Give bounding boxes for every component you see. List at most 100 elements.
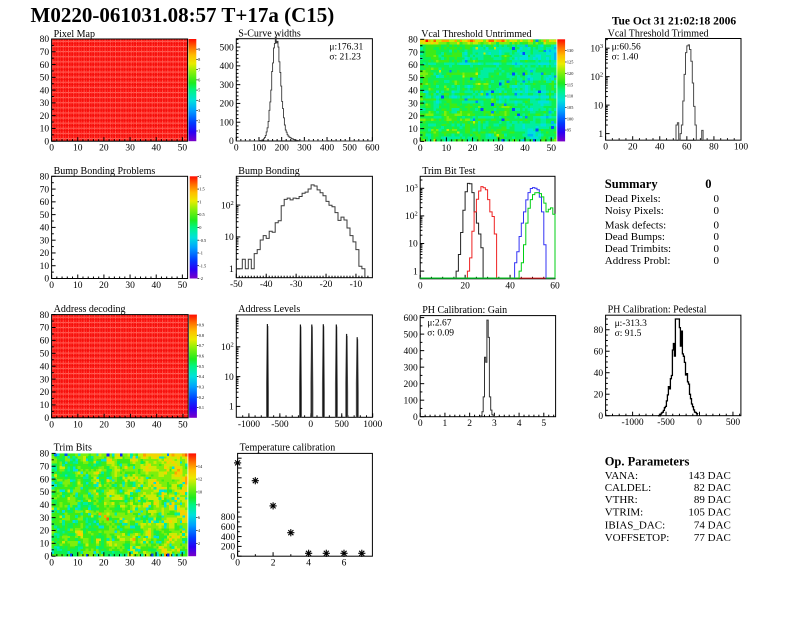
svg-text:0: 0	[49, 559, 54, 569]
svg-text:M0220-061031.08:57 T+17a (C15): M0220-061031.08:57 T+17a (C15)	[31, 3, 335, 27]
svg-text:30: 30	[125, 144, 135, 154]
svg-text:0: 0	[418, 419, 423, 429]
svg-text:40: 40	[40, 86, 50, 96]
svg-text:0: 0	[705, 177, 711, 191]
svg-text:30: 30	[125, 281, 135, 291]
svg-text:-20: -20	[320, 280, 333, 290]
svg-text:12: 12	[198, 477, 202, 482]
svg-text:1: 1	[229, 265, 234, 275]
svg-text:0.6: 0.6	[199, 354, 205, 359]
svg-text:10: 10	[224, 233, 234, 243]
svg-text:0: 0	[413, 138, 418, 148]
svg-text:40: 40	[151, 559, 161, 569]
svg-text:0: 0	[714, 231, 720, 243]
svg-text:70: 70	[408, 48, 418, 58]
svg-text:80: 80	[40, 173, 50, 183]
svg-text:Address decoding: Address decoding	[54, 304, 126, 315]
svg-text:0: 0	[49, 144, 54, 154]
svg-text:0: 0	[418, 281, 423, 291]
svg-text:50: 50	[40, 74, 50, 84]
svg-text:80: 80	[40, 35, 50, 45]
svg-text:143 DAC: 143 DAC	[688, 470, 730, 482]
svg-text:50: 50	[178, 281, 188, 291]
svg-text:20: 20	[460, 281, 470, 291]
svg-text:μ:176.31: μ:176.31	[329, 43, 363, 53]
svg-text:120: 120	[567, 71, 573, 76]
svg-text:Trim Bits: Trim Bits	[54, 443, 92, 454]
svg-text:5: 5	[198, 88, 200, 93]
svg-text:0: 0	[199, 225, 201, 230]
svg-text:115: 115	[567, 82, 573, 87]
svg-text:0: 0	[598, 412, 603, 422]
svg-text:70: 70	[40, 185, 50, 195]
svg-text:30: 30	[408, 99, 418, 109]
svg-text:0.1: 0.1	[199, 405, 204, 410]
svg-text:Vcal Threshold Trimmed: Vcal Threshold Trimmed	[608, 28, 709, 39]
svg-text:Op. Parameters: Op. Parameters	[605, 454, 690, 468]
svg-text:0.3: 0.3	[199, 384, 204, 389]
svg-text:20: 20	[408, 112, 418, 122]
svg-text:20: 20	[594, 390, 604, 400]
svg-text:30: 30	[126, 420, 136, 430]
svg-text:110: 110	[567, 94, 573, 99]
svg-text:40: 40	[151, 144, 161, 154]
svg-text:1: 1	[598, 130, 603, 140]
svg-text:Bump Bonding Problems: Bump Bonding Problems	[54, 166, 156, 177]
svg-text:2: 2	[467, 419, 472, 429]
svg-text:40: 40	[594, 369, 604, 379]
svg-text:80: 80	[40, 450, 50, 460]
svg-text:50: 50	[40, 211, 50, 221]
svg-text:6: 6	[198, 515, 201, 520]
svg-text:200: 200	[221, 543, 236, 553]
svg-text:0: 0	[44, 275, 49, 285]
svg-text:10: 10	[40, 262, 50, 272]
svg-text:10: 10	[73, 281, 83, 291]
svg-text:100: 100	[403, 396, 418, 406]
svg-text:500: 500	[343, 144, 358, 154]
svg-text:σ: 21.23: σ: 21.23	[329, 53, 361, 63]
svg-text:0: 0	[697, 418, 702, 428]
svg-text:Address Levels: Address Levels	[238, 304, 300, 315]
svg-text:300: 300	[220, 81, 235, 91]
svg-text:10: 10	[40, 540, 50, 550]
svg-text:100: 100	[252, 144, 267, 154]
svg-text:100: 100	[734, 143, 749, 153]
svg-text:103: 103	[590, 43, 603, 55]
svg-text:4: 4	[198, 528, 201, 533]
svg-text:0.4: 0.4	[199, 374, 205, 379]
svg-text:0: 0	[229, 137, 234, 147]
svg-text:20: 20	[628, 143, 638, 153]
svg-text:-0.5: -0.5	[199, 238, 206, 243]
svg-text:800: 800	[221, 513, 236, 523]
svg-text:0.5: 0.5	[199, 212, 204, 217]
svg-text:125: 125	[567, 60, 573, 65]
svg-text:1: 1	[413, 267, 418, 277]
svg-text:PH Calibration: Pedestal: PH Calibration: Pedestal	[608, 304, 707, 315]
svg-text:20: 20	[40, 527, 50, 537]
svg-text:6: 6	[342, 559, 347, 569]
svg-text:10: 10	[73, 144, 83, 154]
svg-text:40: 40	[408, 87, 418, 97]
svg-text:200: 200	[220, 100, 235, 110]
svg-text:σ: 91.5: σ: 91.5	[615, 329, 642, 339]
svg-text:95: 95	[567, 128, 571, 133]
svg-text:40: 40	[520, 144, 530, 154]
svg-text:300: 300	[297, 144, 312, 154]
svg-text:IBIAS_DAC:: IBIAS_DAC:	[605, 519, 666, 531]
svg-text:10: 10	[198, 490, 202, 495]
svg-text:50: 50	[40, 350, 50, 360]
svg-text:0: 0	[714, 220, 720, 232]
svg-text:1000: 1000	[363, 420, 382, 430]
svg-text:10: 10	[594, 101, 604, 111]
svg-text:-500: -500	[657, 418, 675, 428]
svg-text:Vcal Threshold Untrimmed: Vcal Threshold Untrimmed	[421, 29, 531, 40]
svg-text:-10: -10	[350, 280, 363, 290]
svg-text:80: 80	[594, 326, 604, 336]
svg-text:Temperature calibration: Temperature calibration	[240, 443, 336, 454]
svg-text:102: 102	[405, 211, 418, 223]
svg-text:500: 500	[403, 330, 418, 340]
svg-text:Dead Bumps:: Dead Bumps:	[605, 231, 665, 243]
svg-text:0: 0	[714, 193, 720, 205]
svg-text:3: 3	[198, 108, 200, 113]
svg-text:600: 600	[403, 314, 418, 324]
